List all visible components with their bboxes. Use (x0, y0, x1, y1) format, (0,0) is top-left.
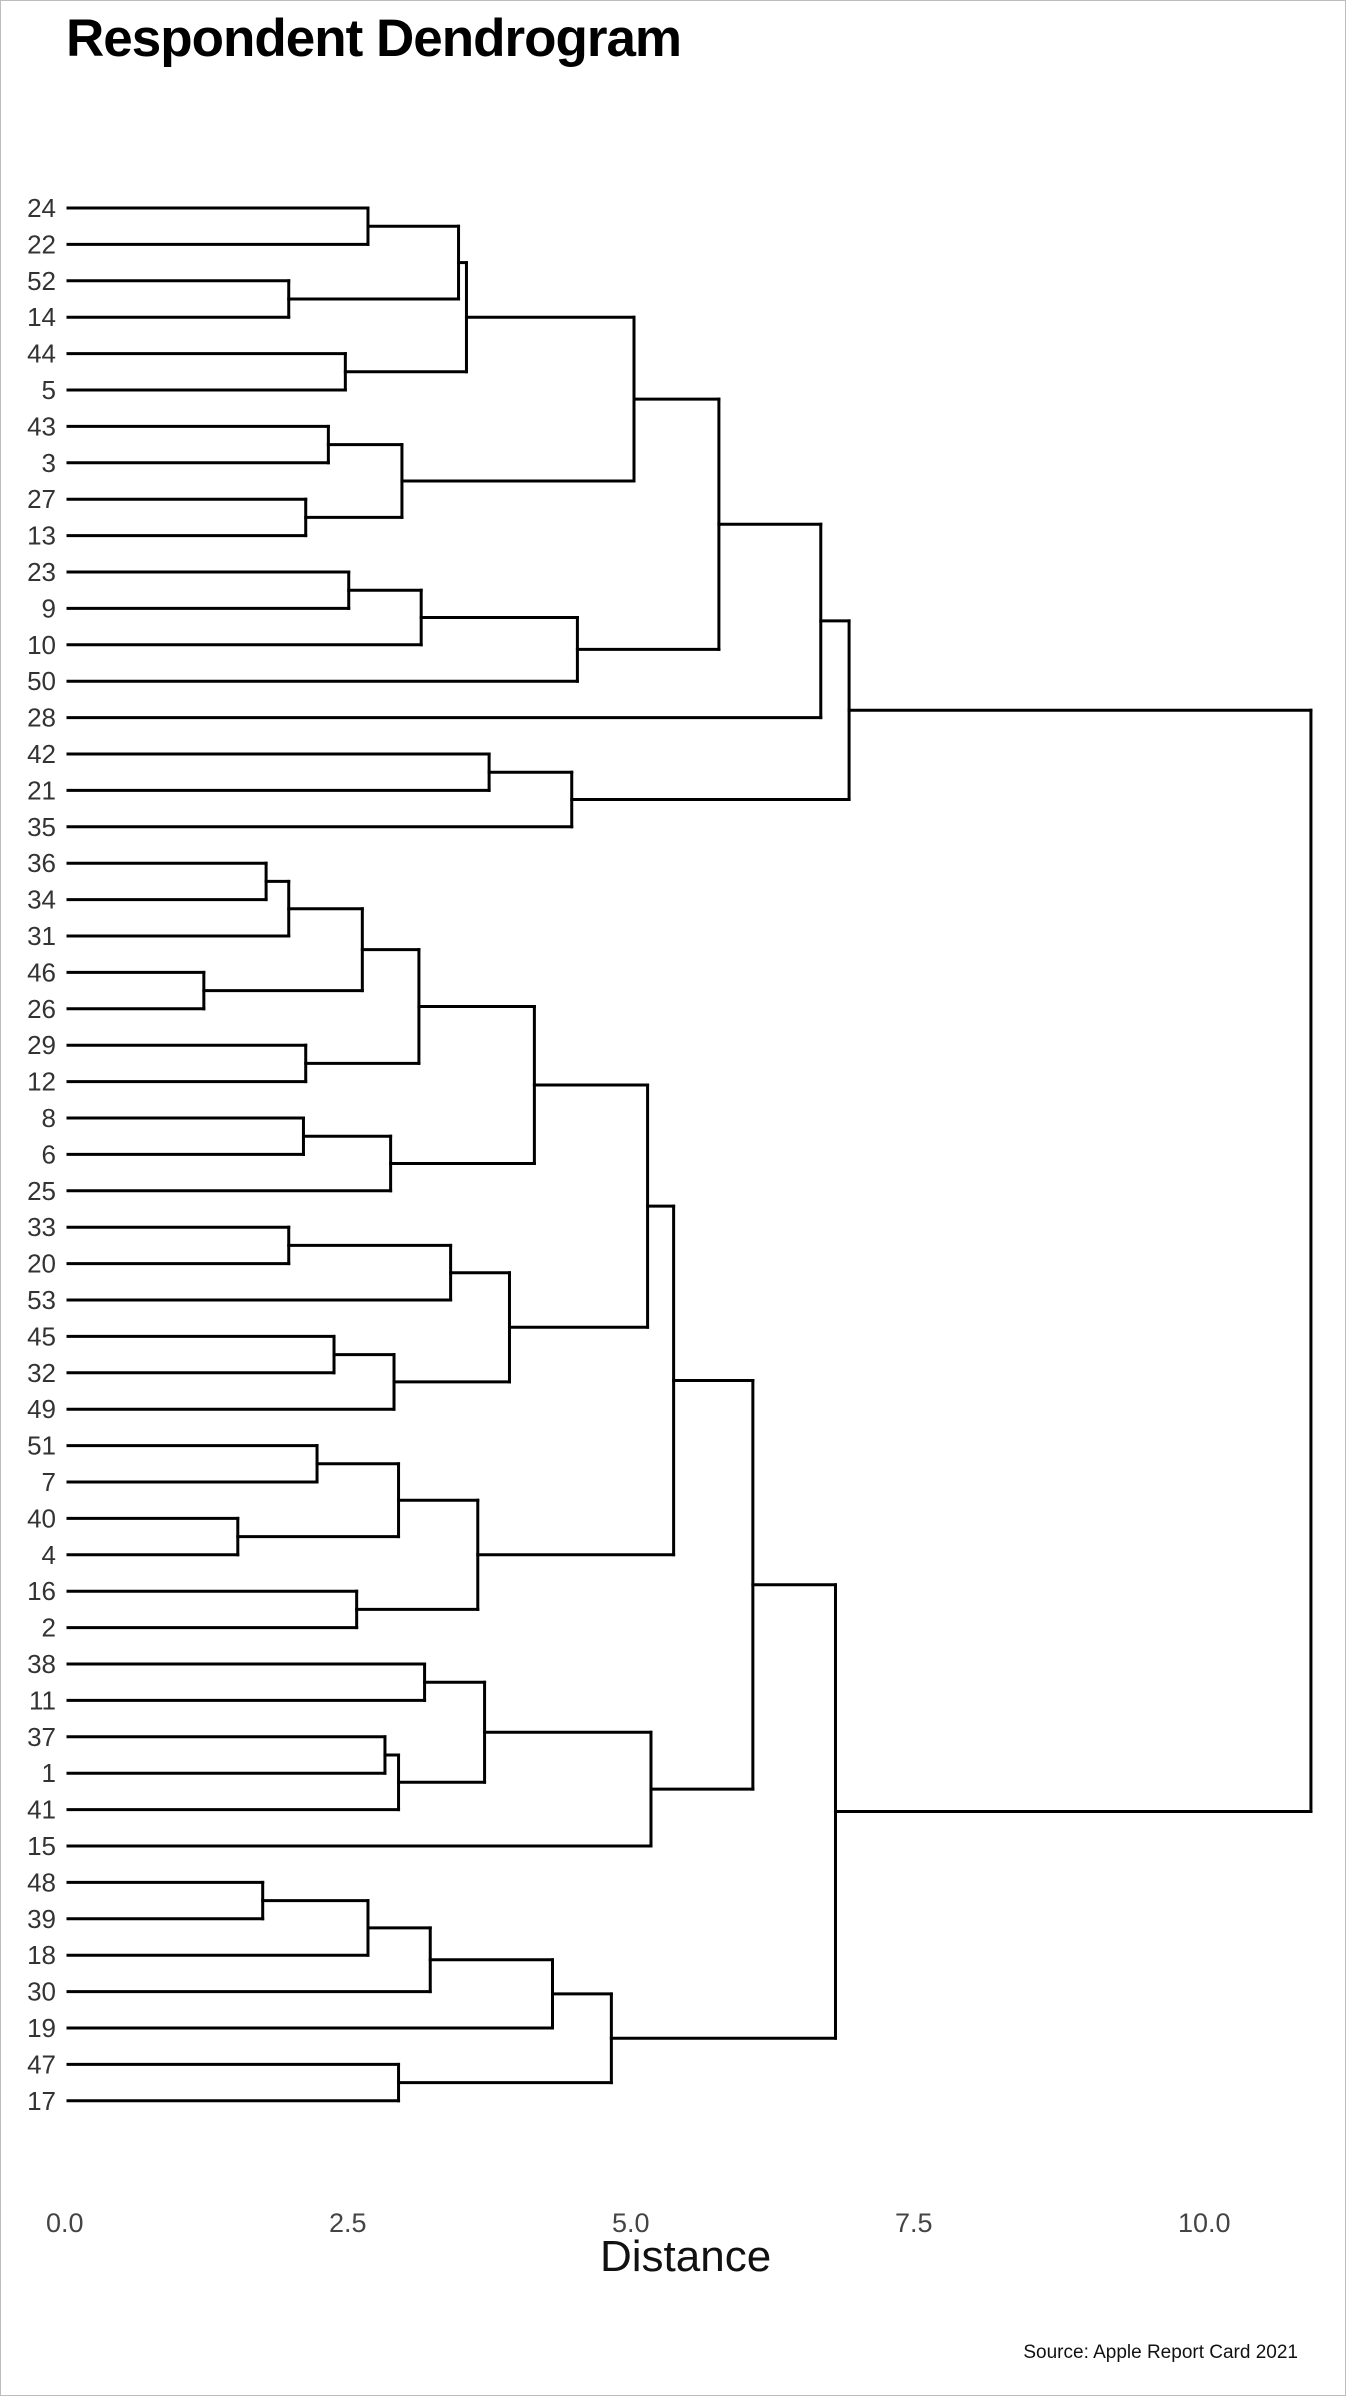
leaf-label-21: 21 (27, 775, 56, 805)
leaf-label-44: 44 (27, 339, 56, 369)
leaf-label-39: 39 (27, 1904, 56, 1934)
leaf-label-1: 1 (42, 1758, 56, 1788)
leaf-label-45: 45 (27, 1321, 56, 1351)
leaf-label-52: 52 (27, 266, 56, 296)
leaf-label-9: 9 (42, 593, 56, 623)
x-tick-label: 7.5 (895, 2208, 933, 2238)
leaf-label-24: 24 (27, 193, 56, 223)
leaf-label-46: 46 (27, 957, 56, 987)
leaf-label-10: 10 (27, 630, 56, 660)
leaf-label-19: 19 (27, 2013, 56, 2043)
leaf-label-30: 30 (27, 1977, 56, 2007)
leaf-label-3: 3 (42, 448, 56, 478)
chart-title: Respondent Dendrogram (66, 9, 682, 68)
leaf-label-40: 40 (27, 1503, 56, 1533)
leaf-label-26: 26 (27, 994, 56, 1024)
leaf-label-53: 53 (27, 1285, 56, 1315)
x-axis-label: Distance (600, 2232, 772, 2281)
leaf-label-49: 49 (27, 1394, 56, 1424)
leaf-label-2: 2 (42, 1613, 56, 1643)
leaf-label-38: 38 (27, 1649, 56, 1679)
leaf-label-51: 51 (27, 1431, 56, 1461)
leaf-label-41: 41 (27, 1795, 56, 1825)
leaf-label-42: 42 (27, 739, 56, 769)
leaf-label-33: 33 (27, 1212, 56, 1242)
leaf-label-34: 34 (27, 885, 56, 915)
leaf-label-16: 16 (27, 1576, 56, 1606)
leaf-label-12: 12 (27, 1067, 56, 1097)
x-tick-label: 0.0 (46, 2208, 84, 2238)
leaf-label-47: 47 (27, 2049, 56, 2079)
x-tick-label: 10.0 (1178, 2208, 1231, 2238)
source-note: Source: Apple Report Card 2021 (1023, 2342, 1298, 2363)
leaf-label-32: 32 (27, 1358, 56, 1388)
x-tick-label: 5.0 (612, 2208, 650, 2238)
leaf-label-15: 15 (27, 1831, 56, 1861)
x-tick-label: 2.5 (329, 2208, 367, 2238)
leaf-label-22: 22 (27, 229, 56, 259)
leaf-label-23: 23 (27, 557, 56, 587)
leaf-label-7: 7 (42, 1467, 56, 1497)
leaf-label-36: 36 (27, 848, 56, 878)
leaf-label-17: 17 (27, 2086, 56, 2116)
leaf-label-28: 28 (27, 703, 56, 733)
leaf-label-50: 50 (27, 666, 56, 696)
leaf-label-4: 4 (42, 1540, 56, 1570)
leaf-label-25: 25 (27, 1176, 56, 1206)
leaf-label-43: 43 (27, 411, 56, 441)
leaf-label-29: 29 (27, 1030, 56, 1060)
leaf-label-6: 6 (42, 1139, 56, 1169)
leaf-label-11: 11 (29, 1685, 56, 1715)
leaf-label-27: 27 (27, 484, 56, 514)
leaf-label-5: 5 (42, 375, 56, 405)
leaf-label-37: 37 (27, 1722, 56, 1752)
leaf-label-31: 31 (27, 921, 56, 951)
leaf-label-35: 35 (27, 812, 56, 842)
leaf-label-13: 13 (27, 521, 56, 551)
leaf-label-48: 48 (27, 1867, 56, 1897)
leaf-label-20: 20 (27, 1249, 56, 1279)
leaf-label-18: 18 (27, 1940, 56, 1970)
leaf-label-14: 14 (27, 302, 56, 332)
leaf-label-8: 8 (42, 1103, 56, 1133)
